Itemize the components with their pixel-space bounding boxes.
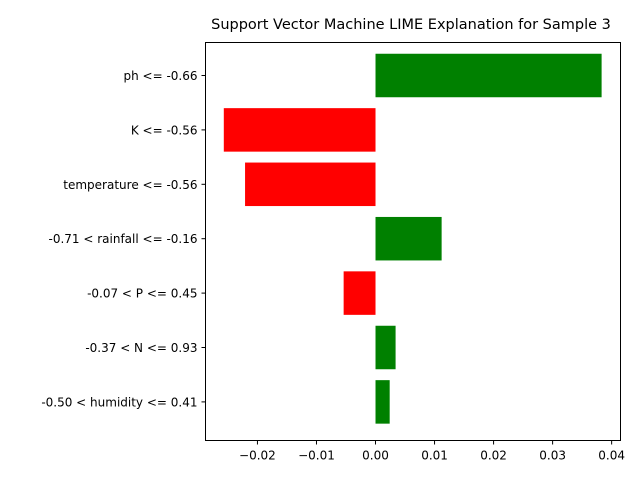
bars-group	[223, 53, 602, 424]
y-axis: ph <= -0.66 K <= -0.56 temperature <= -0.5…	[41, 69, 206, 409]
bar-6	[375, 380, 390, 424]
x-tick-label-2: 0.00	[362, 449, 389, 463]
bar-4	[343, 271, 376, 315]
x-tick-label-6: 0.04	[598, 449, 625, 463]
x-axis: −0.02 −0.01 0.00 0.01 0.02 0.03 0.04	[239, 440, 625, 463]
y-tick-label-6: -0.50 < humidity <= 0.41	[41, 395, 197, 409]
y-tick-label-1: K <= -0.56	[131, 123, 198, 137]
x-tick-label-5: 0.03	[539, 449, 566, 463]
bar-5	[375, 325, 396, 370]
y-tick-label-2: temperature <= -0.56	[63, 178, 197, 192]
chart-title: Support Vector Machine LIME Explanation …	[211, 17, 611, 33]
y-tick-label-3: -0.71 < rainfall <= -0.16	[49, 232, 198, 246]
y-tick-label-5: -0.37 < N <= 0.93	[85, 341, 197, 355]
x-tick-label-0: −0.02	[239, 449, 276, 463]
bar-0	[375, 53, 602, 98]
bar-2	[245, 162, 376, 207]
plot-frame	[205, 42, 621, 441]
x-tick-label-4: 0.02	[480, 449, 507, 463]
y-tick-label-4: -0.07 < P <= 0.45	[87, 287, 197, 301]
bar-1	[223, 108, 376, 152]
y-tick-label-0: ph <= -0.66	[123, 69, 197, 83]
bar-3	[375, 216, 442, 261]
x-tick-label-3: 0.01	[421, 449, 448, 463]
x-tick-label-1: −0.01	[298, 449, 335, 463]
